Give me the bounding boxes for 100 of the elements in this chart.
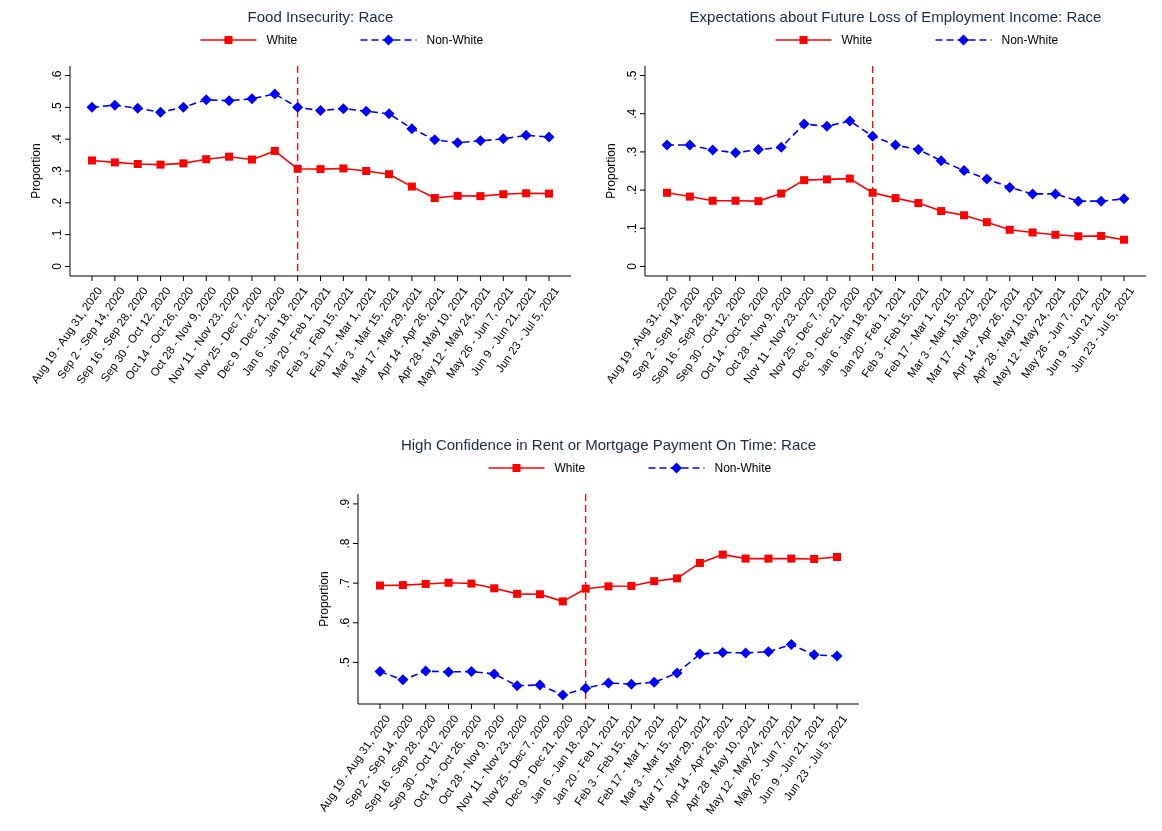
point [376, 581, 384, 590]
y-tick-label: .1 [50, 229, 64, 240]
point [132, 102, 144, 114]
point [535, 590, 544, 599]
point [490, 584, 499, 593]
point [581, 584, 590, 593]
point [86, 101, 98, 113]
y-tick-label: 0 [50, 262, 64, 270]
point [444, 578, 453, 587]
point [177, 101, 189, 113]
point [557, 689, 569, 701]
point [513, 589, 522, 598]
point [1027, 188, 1039, 200]
point [155, 106, 167, 118]
point [785, 639, 797, 651]
point [1004, 181, 1016, 193]
chart-title: Expectations about Future Loss of Employment Income: Race [689, 8, 1102, 25]
legend-label: White [554, 461, 586, 475]
point [1051, 230, 1060, 239]
point [960, 211, 969, 220]
point [109, 99, 121, 111]
point [762, 646, 774, 658]
y-tick-label: .6 [338, 617, 352, 628]
point [1097, 231, 1106, 240]
point [684, 139, 696, 151]
point [603, 677, 614, 689]
point [1028, 228, 1037, 237]
y-tick-label: .8 [338, 538, 352, 549]
point [844, 115, 856, 127]
point [810, 554, 819, 563]
point [831, 650, 843, 662]
point [374, 666, 386, 678]
point [868, 188, 877, 197]
point [558, 597, 567, 606]
legend-label: White [841, 33, 873, 47]
point [520, 129, 532, 141]
point [398, 581, 407, 590]
point [821, 120, 833, 132]
point [777, 189, 786, 198]
point [200, 94, 212, 106]
point [1049, 188, 1061, 200]
point [764, 554, 773, 563]
point [740, 647, 752, 659]
point [225, 152, 234, 161]
point [754, 197, 763, 206]
point [247, 155, 256, 164]
point [707, 144, 719, 156]
point [522, 189, 531, 198]
point [1074, 232, 1083, 241]
point [1118, 193, 1130, 205]
point [661, 139, 673, 151]
point [246, 93, 258, 105]
point [671, 667, 683, 679]
point [741, 554, 750, 563]
point [397, 674, 409, 686]
point [650, 577, 659, 586]
point [730, 147, 742, 159]
chart-title: High Confidence in Rent or Mortgage Payment On Time: Race [400, 436, 817, 453]
point [362, 167, 371, 175]
point [833, 553, 841, 561]
point [787, 554, 796, 563]
point [982, 218, 991, 227]
point [1072, 195, 1084, 207]
y-tick-label: .7 [338, 577, 352, 589]
legend-label: White [266, 33, 298, 47]
y-tick-label: .3 [50, 165, 64, 177]
point [474, 135, 486, 147]
point [337, 103, 349, 115]
point [808, 649, 820, 661]
point [270, 146, 279, 155]
point [316, 165, 325, 174]
point [981, 173, 993, 185]
point [292, 101, 304, 113]
point [717, 646, 729, 658]
point [476, 192, 485, 201]
point [1005, 225, 1014, 234]
point [511, 680, 523, 692]
point [890, 139, 901, 151]
point [453, 191, 462, 200]
point [315, 105, 326, 117]
y-tick-label: .4 [625, 108, 639, 119]
point [731, 196, 740, 205]
point [867, 130, 879, 142]
point [488, 668, 500, 680]
point [420, 665, 432, 677]
legend-label: Non-White [714, 461, 772, 475]
y-axis-title: Proportion [604, 143, 618, 199]
point [798, 118, 810, 130]
y-tick-label: .5 [50, 102, 64, 113]
point [339, 164, 348, 173]
point [385, 170, 394, 179]
point [648, 676, 660, 688]
point [718, 550, 727, 559]
point [421, 579, 430, 588]
point [663, 188, 671, 197]
legend-label: Non-White [1001, 33, 1059, 47]
y-tick-label: .5 [338, 657, 352, 668]
y-tick-label: .3 [625, 146, 639, 157]
y-tick-label: .2 [50, 197, 64, 208]
chart-title: Food Insecurity: Race [247, 8, 394, 25]
